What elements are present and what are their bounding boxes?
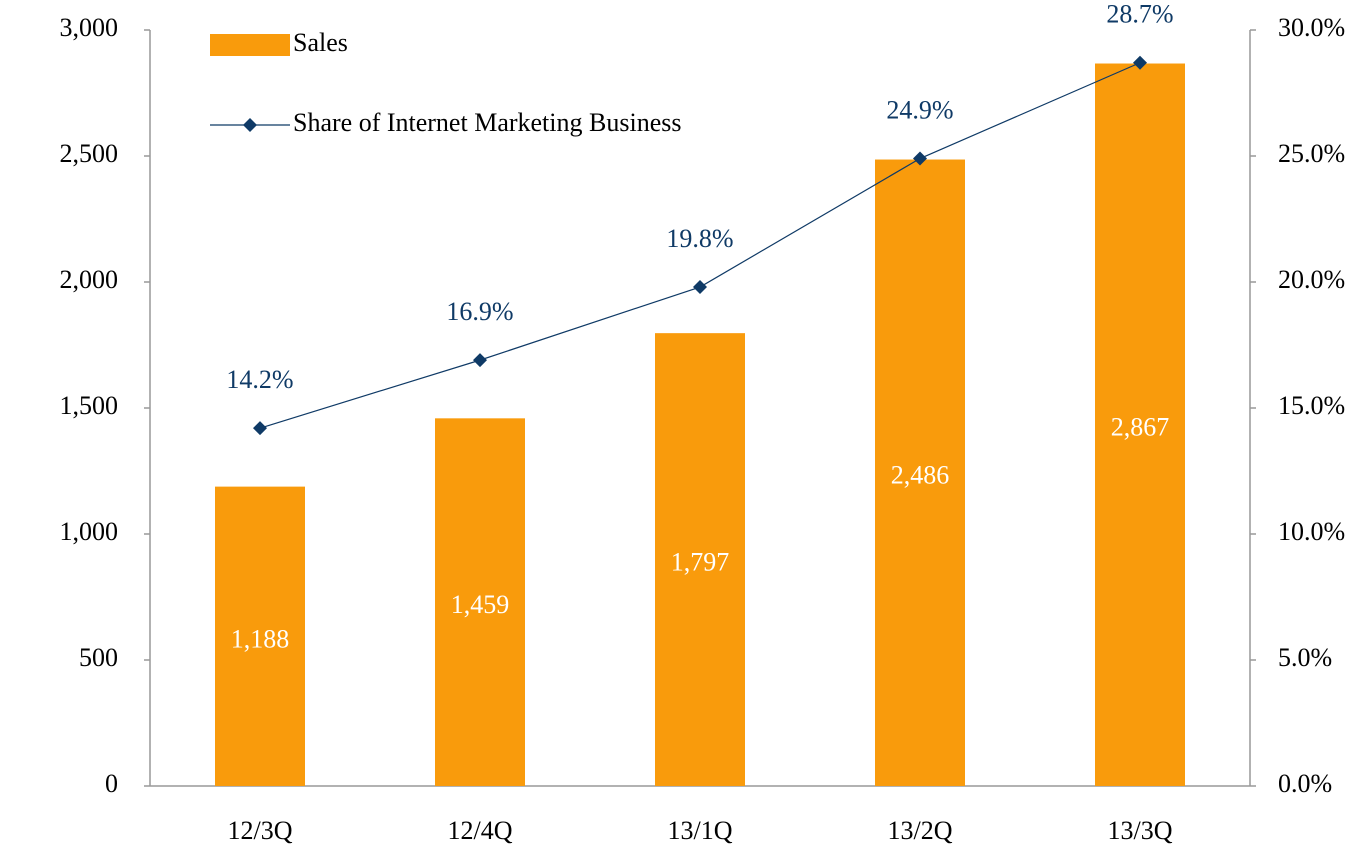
legend-swatch [210,34,290,56]
line-value-label: 24.9% [886,95,953,124]
y2-tick-label: 5.0% [1278,643,1332,672]
x-tick-label: 12/4Q [448,816,513,845]
line-value-label: 14.2% [226,365,293,394]
legend-label: Share of Internet Marketing Business [293,108,681,137]
y2-tick-label: 10.0% [1278,517,1345,546]
y-tick-label: 500 [79,643,118,672]
bar-value-label: 1,188 [231,624,290,653]
bar [875,159,965,786]
line-marker [1133,55,1147,70]
y2-tick-label: 25.0% [1278,139,1345,168]
bar [435,418,525,786]
bar-value-label: 2,486 [891,461,950,490]
line-marker [693,280,707,295]
x-tick-label: 13/2Q [888,816,953,845]
y-tick-label: 0 [105,769,118,798]
y-tick-label: 1,500 [60,391,119,420]
bar [1095,63,1185,787]
y2-tick-label: 20.0% [1278,265,1345,294]
bar-value-label: 2,867 [1111,413,1170,442]
y-tick-label: 2,000 [60,265,119,294]
line-marker [913,151,927,166]
x-tick-label: 13/1Q [668,816,733,845]
legend-label: Sales [293,28,348,57]
y2-tick-label: 30.0% [1278,13,1345,42]
line-value-label: 16.9% [446,297,513,326]
line-marker [473,353,487,368]
legend-marker [243,118,257,132]
y2-tick-label: 15.0% [1278,391,1345,420]
bar [655,333,745,786]
y-tick-label: 1,000 [60,517,119,546]
bar [215,486,305,786]
line-value-label: 28.7% [1106,0,1173,29]
bar-value-label: 1,797 [671,548,730,577]
y-tick-label: 2,500 [60,139,119,168]
y-tick-label: 3,000 [60,13,119,42]
bar-value-label: 1,459 [451,590,510,619]
x-tick-label: 13/3Q [1108,816,1173,845]
x-tick-label: 12/3Q [228,816,293,845]
line-value-label: 19.8% [666,224,733,253]
line-marker [253,421,267,436]
y2-tick-label: 0.0% [1278,769,1332,798]
